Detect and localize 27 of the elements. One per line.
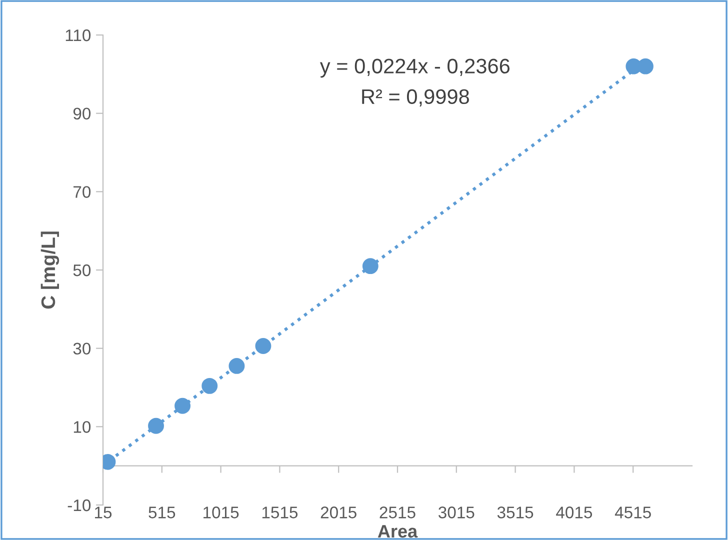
x-tick-label: 1015	[204, 506, 239, 518]
y-tick-label: 110	[66, 29, 91, 42]
x-tick-label: 2015	[320, 506, 356, 518]
annotation: y = 0,0224x - 0,2366	[320, 58, 510, 78]
point	[255, 338, 272, 354]
y-tick-label: -10	[68, 499, 91, 512]
point	[148, 418, 164, 434]
x-tick-label: 3515	[497, 506, 534, 518]
y-tick-label: 70	[74, 186, 91, 198]
point	[202, 378, 218, 394]
x-tick-label: 1515	[262, 506, 298, 518]
y-tick-label: 10	[74, 421, 91, 433]
point	[228, 358, 245, 374]
x-tick-label: 515	[148, 506, 176, 518]
x-tick-label: 4015	[556, 506, 592, 518]
x-axis-title: Area	[378, 525, 418, 538]
y-tick-label: 50	[73, 264, 91, 276]
x-tick-label: 2515	[380, 506, 416, 518]
x-tick-label: 15	[95, 506, 112, 518]
annotation: R² = 0,9998	[362, 89, 469, 107]
x-tick-label: 4515	[614, 506, 651, 518]
y-tick-label: 30	[73, 342, 91, 355]
x-tick-label: 3015	[438, 506, 474, 518]
y-tick-label: 90	[73, 108, 91, 120]
point	[174, 398, 190, 414]
point	[362, 258, 378, 274]
y-axis-title: C [mg/L]	[40, 232, 60, 309]
